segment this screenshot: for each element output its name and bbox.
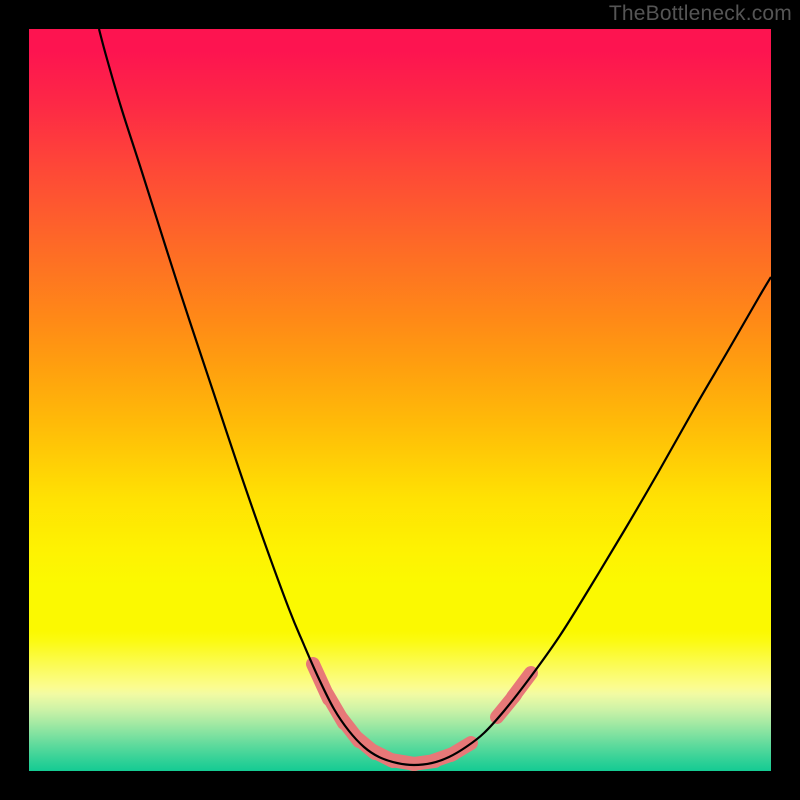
highlight-segments	[313, 664, 531, 764]
chart-plot-area	[29, 29, 771, 771]
bottleneck-curve	[99, 29, 771, 765]
highlight-segment	[513, 673, 531, 697]
watermark-text: TheBottleneck.com	[609, 2, 792, 26]
curve-layer	[29, 29, 771, 771]
